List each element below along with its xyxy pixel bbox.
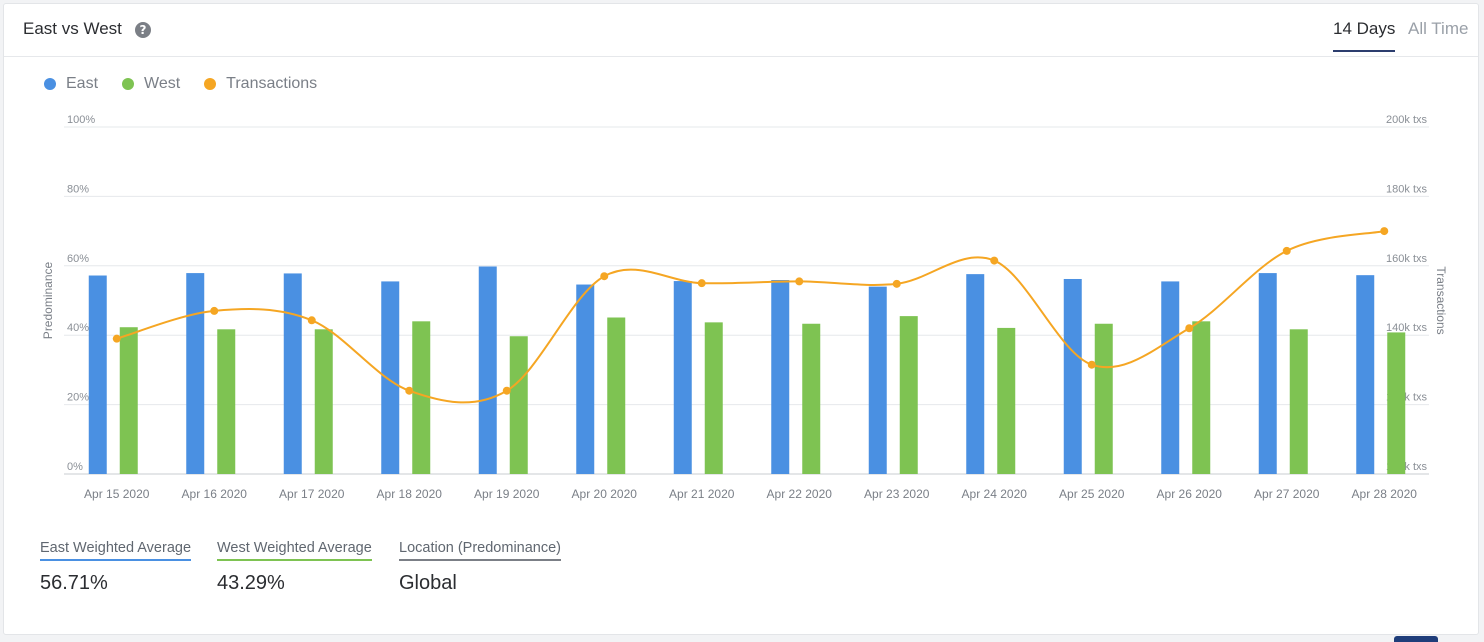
x-tick-label: Apr 21 2020 <box>669 487 735 501</box>
stat-label-location: Location (Predominance) <box>399 540 562 561</box>
bar-west <box>1387 332 1406 474</box>
x-tick-label: Apr 24 2020 <box>962 487 1028 501</box>
tab-14-days[interactable]: 14 Days <box>1333 19 1396 52</box>
bar-east <box>381 281 400 474</box>
question-circle-icon[interactable]: ? <box>135 22 151 38</box>
stat-label-east: East Weighted Average <box>40 540 192 561</box>
bar-west <box>899 316 918 474</box>
transactions-point <box>502 386 511 395</box>
bar-east <box>576 284 595 474</box>
stat-value-east: 56.71% <box>40 572 108 594</box>
bar-east <box>966 274 985 474</box>
y2-tick-label: 160k txs <box>1386 253 1427 265</box>
x-tick-label: Apr 20 2020 <box>572 487 638 501</box>
bar-west <box>607 317 626 474</box>
y2-tick-label: 180k txs <box>1386 183 1427 195</box>
y2-tick-label: 140k txs <box>1386 322 1427 334</box>
y-tick-label: 60% <box>67 253 89 265</box>
bar-east <box>673 281 692 474</box>
transactions-point <box>892 279 901 288</box>
bar-east <box>1356 275 1375 474</box>
bar-east <box>88 275 107 474</box>
y-tick-label: 0% <box>67 461 83 473</box>
y-axis-title: Predominance <box>41 261 55 339</box>
x-tick-label: Apr 15 2020 <box>84 487 150 501</box>
transactions-point <box>990 256 999 265</box>
stat-value-west: 43.29% <box>217 572 285 594</box>
y-tick-label: 80% <box>67 183 89 195</box>
legend-label-east: East <box>66 75 99 92</box>
chart-legend: East West Transactions <box>44 75 317 93</box>
bar-west <box>509 336 528 474</box>
legend-dot-east <box>44 78 56 90</box>
bar-east <box>283 273 302 474</box>
bar-west <box>802 323 821 474</box>
bar-east <box>1161 281 1180 474</box>
stat-west: West Weighted Average 43.29% <box>217 540 372 595</box>
bar-west <box>997 327 1016 474</box>
bar-east <box>186 273 205 474</box>
tab-all-time[interactable]: All Time <box>1408 19 1469 38</box>
legend-item-west[interactable]: West <box>122 75 180 93</box>
bar-west <box>1094 323 1113 474</box>
bar-west <box>119 327 138 474</box>
x-tick-label: Apr 19 2020 <box>474 487 540 501</box>
chart-title: East vs West <box>23 19 122 38</box>
legend-label-transactions: Transactions <box>226 75 318 92</box>
bar-east <box>868 286 887 474</box>
x-tick-label: Apr 16 2020 <box>182 487 248 501</box>
bar-west <box>412 321 431 474</box>
y2-axis-title: Transactions <box>1434 266 1448 334</box>
bar-west <box>704 322 723 474</box>
legend-dot-transactions <box>204 78 217 90</box>
bar-west <box>1289 329 1308 474</box>
transactions-point <box>795 277 804 286</box>
y-tick-label: 40% <box>67 322 89 334</box>
chart-card: East vs West ? 14 Days All Time East Wes… <box>3 3 1479 635</box>
x-tick-label: Apr 18 2020 <box>377 487 443 501</box>
bar-east <box>771 280 790 474</box>
x-tick-label: Apr 22 2020 <box>767 487 833 501</box>
transactions-point <box>1282 246 1291 255</box>
transactions-point <box>1380 227 1389 236</box>
transactions-point <box>307 316 316 325</box>
legend-item-transactions[interactable]: Transactions <box>204 75 317 93</box>
bar-west <box>1192 321 1211 474</box>
x-tick-label: Apr 23 2020 <box>864 487 930 501</box>
scroll-handle[interactable] <box>1394 636 1438 642</box>
y-tick-label: 100% <box>67 114 95 126</box>
transactions-point <box>1185 324 1194 333</box>
bar-west <box>217 329 236 474</box>
card-header: East vs West ? 14 Days All Time <box>4 4 1478 57</box>
x-tick-label: Apr 26 2020 <box>1157 487 1223 501</box>
bar-east <box>1258 273 1277 474</box>
stat-label-west: West Weighted Average <box>217 540 372 561</box>
x-tick-label: Apr 17 2020 <box>279 487 345 501</box>
stat-east: East Weighted Average 56.71% <box>40 540 192 595</box>
x-tick-label: Apr 27 2020 <box>1254 487 1320 501</box>
legend-dot-west <box>122 78 135 90</box>
transactions-point <box>697 279 706 288</box>
bar-east <box>1063 278 1082 474</box>
y2-tick-label: 200k txs <box>1386 114 1427 126</box>
stat-value-location: Global <box>399 572 457 594</box>
bar-west <box>314 329 333 474</box>
x-tick-label: Apr 28 2020 <box>1352 487 1418 501</box>
transactions-point <box>210 306 219 315</box>
transactions-point <box>600 272 609 281</box>
y-tick-label: 20% <box>67 392 89 404</box>
transactions-point <box>405 386 414 395</box>
bar-east <box>478 266 497 474</box>
stat-location: Location (Predominance) Global <box>399 540 562 595</box>
legend-label-west: West <box>144 75 181 92</box>
transactions-point <box>112 334 121 343</box>
transactions-point <box>1087 360 1096 369</box>
x-tick-label: Apr 25 2020 <box>1059 487 1125 501</box>
legend-item-east[interactable]: East <box>44 75 98 93</box>
transactions-line <box>116 230 1385 404</box>
